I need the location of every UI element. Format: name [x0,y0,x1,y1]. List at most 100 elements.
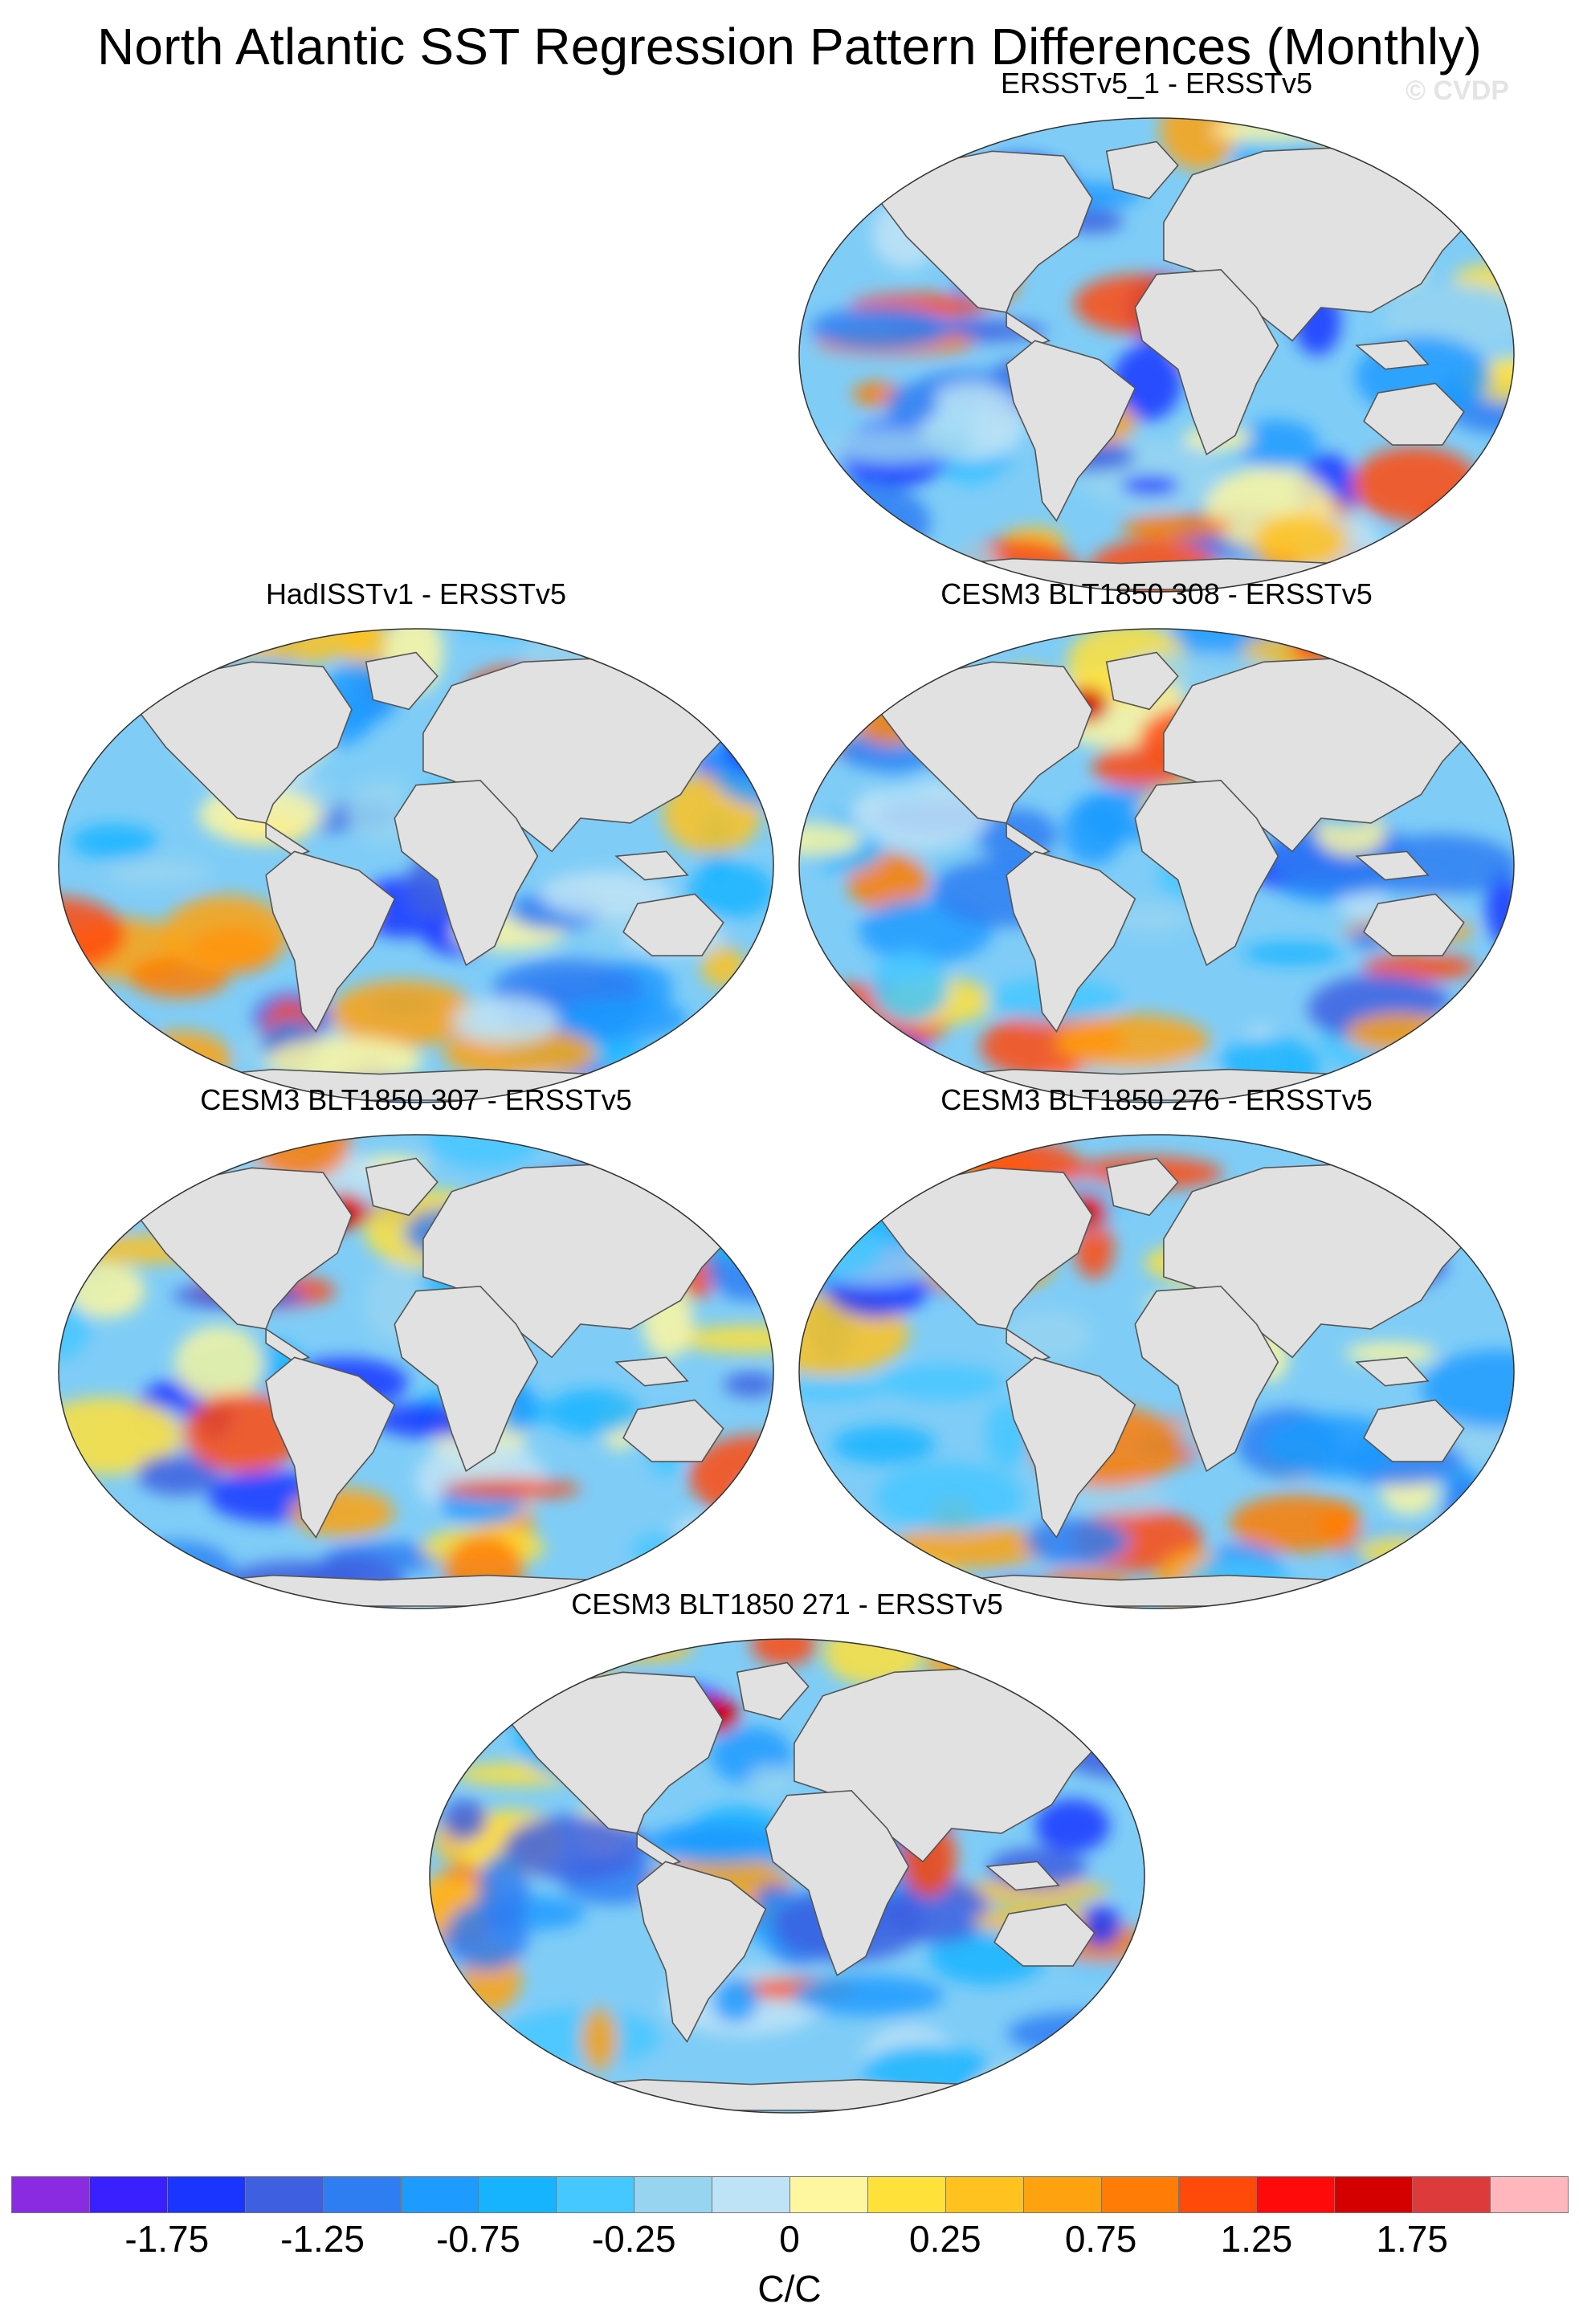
cold-anomaly [59,1291,91,1360]
map-border [798,1134,1515,1609]
cold-anomaly [598,1157,749,1177]
colorbar-box [322,2176,402,2213]
warm-anomaly [1253,513,1347,569]
land-mass [1363,893,1465,956]
land-mass [622,1399,724,1462]
panel-title: CESM3 BLT1850 307 - ERSSTv5 [200,1083,632,1116]
warm-anomaly [330,980,477,1047]
colorbar-tick-label: 0.25 [909,2218,981,2260]
warm-anomaly [1357,1535,1441,1568]
cold-anomaly [1111,903,1192,934]
land-mass [1355,1356,1430,1387]
cold-anomaly [149,1135,231,1148]
cold-anomaly [1384,1059,1514,1084]
land-mass [622,893,724,956]
cold-anomaly [1417,1576,1499,1608]
warm-anomaly [1320,1501,1361,1552]
cold-anomaly [545,1388,640,1436]
colorbar-tick-label: 0.75 [1064,2218,1137,2260]
global-map [798,117,1515,593]
colorbar-box [712,2176,790,2213]
cold-anomaly [1024,1518,1129,1565]
colorbar-tick-label: 1.75 [1376,2218,1448,2260]
land-mass [265,1356,396,1539]
panel-title: CESM3 BLT1850 308 - ERSSTv5 [940,577,1373,610]
colorbar-box [88,2176,168,2213]
warm-anomaly [162,895,291,972]
cold-anomaly [793,1975,945,2016]
cold-anomaly [810,306,951,351]
cold-anomaly [748,640,773,720]
cold-anomaly [1421,1350,1514,1429]
warm-anomaly [1100,2049,1144,2113]
land-mass [1355,340,1430,370]
map-border [58,628,774,1103]
cold-anomaly [881,1555,915,1589]
cold-anomaly [878,1364,1003,1401]
map-border [429,1638,1145,2114]
cvdp-watermark: © CVDP [1406,75,1509,106]
cold-anomaly [832,1425,936,1465]
warm-anomaly [1345,1013,1453,1053]
cold-anomaly [799,1135,930,1168]
land-mass [1105,141,1179,200]
warm-anomaly [59,1042,93,1069]
map-panel-cesm3-276: CESM3 BLT1850 276 - ERSSTv5 [795,1083,1518,1613]
cold-anomaly [735,1482,773,1561]
cold-anomaly [70,824,157,859]
land-mass [736,1661,810,1721]
cold-anomaly [116,1540,236,1608]
land-mass [636,1861,767,2044]
warm-anomaly [1120,514,1231,539]
colorbar-tick-label: -1.25 [280,2218,365,2260]
map-border [798,628,1515,1103]
warm-anomaly [435,2066,551,2113]
cold-anomaly [1006,2012,1144,2055]
colorbar-tick-label: -0.75 [435,2218,520,2260]
cold-anomaly [426,1135,545,1169]
cold-anomaly [463,2077,563,2110]
land-mass [1134,779,1279,967]
colorbar-box [945,2176,1024,2213]
land-mass [876,661,1093,824]
land-mass [876,150,1093,313]
panel-title: HadISSTv1 - ERSSTv5 [265,577,567,610]
land-mass [1006,340,1136,523]
colorbar-box [1100,2176,1180,2213]
cold-anomaly [1443,1473,1488,1554]
cold-anomaly [748,1765,793,1794]
colorbar-tick-label: 0 [779,2218,800,2260]
cold-anomaly [712,1975,759,2024]
colorbar-box [1022,2176,1102,2213]
cold-anomaly [1060,1481,1170,1515]
colorbar-box [166,2176,246,2213]
cold-anomaly [560,1639,650,1654]
cold-anomaly [1034,1799,1110,1853]
colorbar-box [11,2176,90,2213]
cold-anomaly [1063,797,1124,865]
cold-anomaly [687,862,773,919]
map-border [58,1134,774,1609]
colorbar-box [867,2176,946,2213]
cold-anomaly [445,1901,528,1971]
warm-anomaly [799,823,862,857]
colorbar-tick-label: -1.75 [124,2218,210,2260]
warm-anomaly [823,1639,925,1686]
warm-anomaly [840,118,996,150]
warm-anomaly [1160,118,1238,170]
warm-anomaly [581,2008,618,2071]
colorbar-units: C/C [757,2268,822,2310]
cold-anomaly [1120,475,1181,495]
warm-anomaly [441,1478,581,1499]
warm-anomaly [949,1879,1110,1903]
land-mass [1363,382,1465,446]
land-mass [985,1861,1060,1891]
land-mass [507,1671,724,1834]
panel-title: CESM3 BLT1850 271 - ERSSTv5 [571,1588,1003,1621]
global-map [58,628,774,1103]
land-mass [1105,651,1179,711]
warm-anomaly [1344,1342,1436,1365]
warm-anomaly [751,1639,817,1666]
colorbar-box [1256,2176,1336,2213]
figure-title: North Atlantic SST Regression Pattern Di… [97,18,1482,75]
